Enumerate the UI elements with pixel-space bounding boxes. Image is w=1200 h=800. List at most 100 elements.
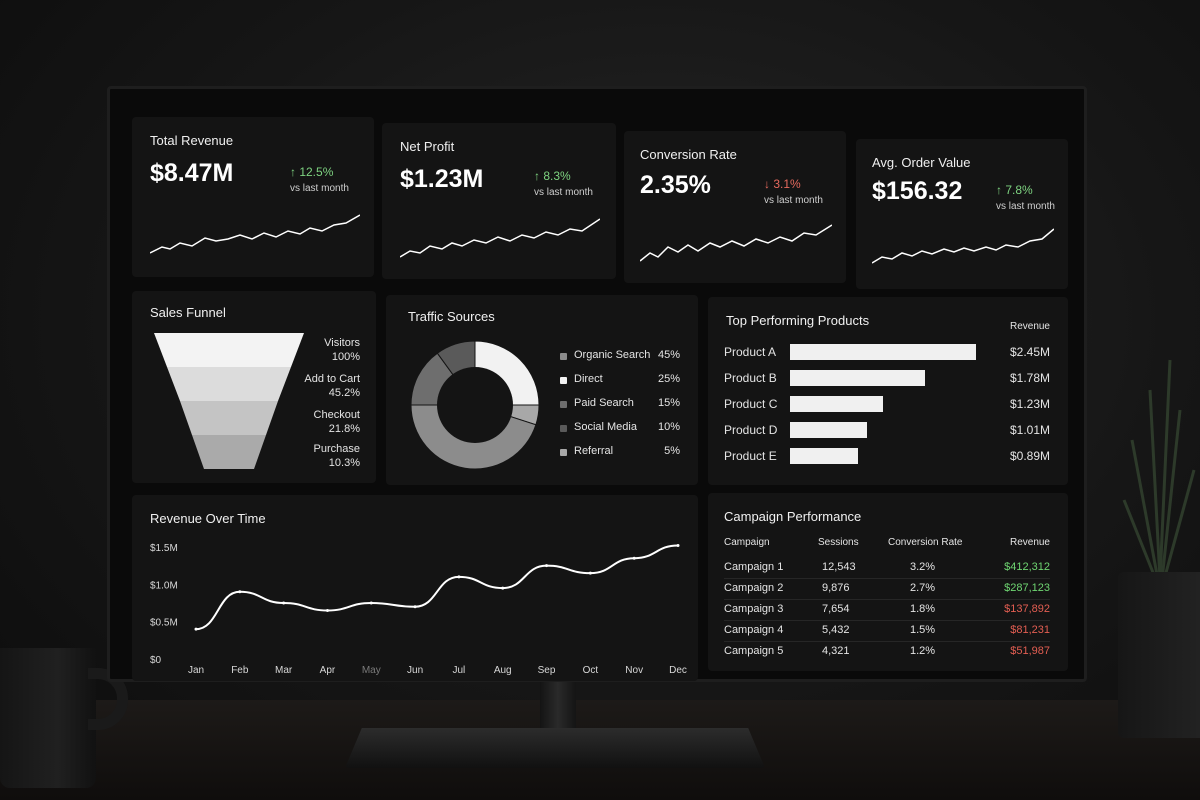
kpi-change: ↑ 8.3% xyxy=(534,169,571,183)
x-tick-label: Jun xyxy=(407,665,423,676)
product-revenue-bar[interactable] xyxy=(790,422,867,438)
table-header-conversion-rate[interactable]: Conversion Rate xyxy=(888,537,963,548)
campaign-conversion-rate: 1.2% xyxy=(910,645,936,657)
kpi-value: $1.23M xyxy=(400,165,484,193)
funnel-value-purchase: 10.3% xyxy=(328,457,360,469)
revenue-data-point[interactable] xyxy=(545,564,549,568)
legend-swatch xyxy=(560,425,567,432)
product-revenue-bar[interactable] xyxy=(790,370,925,386)
x-tick-label: Feb xyxy=(231,665,249,676)
revenue-data-point[interactable] xyxy=(676,544,680,548)
x-tick-label: Aug xyxy=(494,665,512,676)
funnel-value-visitors: 100% xyxy=(331,351,360,363)
legend-value: 25% xyxy=(657,373,680,385)
funnel-label-purchase: Purchase xyxy=(313,443,360,455)
legend-label: Referral xyxy=(574,445,614,457)
product-revenue-value: $0.89M xyxy=(1009,449,1050,463)
legend-label: Social Media xyxy=(574,421,637,433)
coffee-mug xyxy=(0,648,96,788)
x-tick-label: Mar xyxy=(275,665,293,676)
funnel-stage-checkout xyxy=(180,401,278,435)
product-revenue-bar[interactable] xyxy=(790,448,858,464)
kpi-card-conversion-rate[interactable]: Conversion Rate 2.35% ↓ 3.1% vs last mon… xyxy=(624,131,846,283)
funnel-stage-add-to-cart xyxy=(167,367,291,401)
table-row[interactable]: Campaign 4 5,432 1.5% $81,231 xyxy=(708,622,1068,642)
revenue-data-point[interactable] xyxy=(238,590,242,594)
campaign-name: Campaign 1 xyxy=(724,561,784,573)
campaign-conversion-rate: 2.7% xyxy=(910,582,936,594)
table-header-revenue[interactable]: Revenue xyxy=(1009,537,1050,548)
campaign-name: Campaign 4 xyxy=(724,624,784,636)
revenue-data-point[interactable] xyxy=(632,556,636,560)
legend-label: Paid Search xyxy=(574,397,634,409)
campaign-sessions: 4,321 xyxy=(822,645,850,657)
legend-value: 10% xyxy=(657,421,680,433)
kpi-title: Avg. Order Value xyxy=(872,155,971,170)
revenue-line-chart: $1.5M $1.0M $0.5M $0 Jan Feb Mar Apr May Jun Jul Au… xyxy=(150,543,687,676)
product-revenue-bar[interactable] xyxy=(790,344,976,360)
kpi-change: ↑ 12.5% xyxy=(290,165,334,179)
product-revenue-value: $1.78M xyxy=(1009,371,1050,385)
product-revenue-value: $1.23M xyxy=(1009,397,1050,411)
revenue-data-point[interactable] xyxy=(501,586,505,590)
funnel-stage-visitors xyxy=(154,333,304,367)
funnel-graphic xyxy=(154,333,304,469)
campaign-conversion-rate: 1.8% xyxy=(910,603,936,615)
revenue-data-point[interactable] xyxy=(588,571,592,575)
card-title: Traffic Sources xyxy=(408,309,495,324)
card-title: Campaign Performance xyxy=(724,509,862,524)
revenue-data-point[interactable] xyxy=(369,601,373,605)
x-tick-label: Jan xyxy=(188,665,204,676)
row-divider xyxy=(724,599,1050,600)
monitor-stand-base xyxy=(345,728,765,768)
table-row[interactable]: Campaign 5 4,321 1.2% $51,987 xyxy=(708,643,1068,663)
kpi-card-total-revenue[interactable]: Total Revenue $8.47M ↑ 12.5% vs last mon… xyxy=(132,117,374,277)
plant-leaves xyxy=(1122,359,1196,580)
kpi-card-net-profit[interactable]: Net Profit $1.23M ↑ 8.3% vs last month xyxy=(382,123,616,279)
revenue-data-point[interactable] xyxy=(457,575,461,579)
table-row[interactable]: Campaign 2 9,876 2.7% $287,123 xyxy=(708,580,1068,600)
kpi-sparkline xyxy=(640,224,832,262)
products-revenue-header: Revenue xyxy=(1009,321,1050,332)
x-tick-label: May xyxy=(362,665,381,676)
campaign-conversion-rate: 1.5% xyxy=(910,624,936,636)
table-row[interactable]: Campaign 1 12,543 3.2% $412,312 xyxy=(708,559,1068,579)
kpi-value: $8.47M xyxy=(150,159,234,187)
product-revenue-value: $2.45M xyxy=(1009,345,1050,359)
kpi-title: Net Profit xyxy=(400,139,455,154)
kpi-title: Total Revenue xyxy=(150,133,234,148)
table-header-campaign[interactable]: Campaign xyxy=(724,537,770,548)
y-tick-label: $1.5M xyxy=(150,543,178,554)
kpi-value: $156.32 xyxy=(872,177,963,205)
revenue-data-point[interactable] xyxy=(194,627,198,631)
revenue-data-point[interactable] xyxy=(325,608,329,612)
campaign-name: Campaign 2 xyxy=(724,582,784,594)
campaign-name: Campaign 3 xyxy=(724,603,784,615)
plant-pot xyxy=(1118,572,1200,738)
kpi-change-caption: vs last month xyxy=(996,201,1055,212)
product-name: Product E xyxy=(724,449,777,463)
kpi-value: 2.35% xyxy=(640,171,711,199)
revenue-data-point[interactable] xyxy=(282,601,286,605)
revenue-data-point[interactable] xyxy=(413,605,417,609)
campaign-name: Campaign 5 xyxy=(724,645,784,657)
campaign-revenue: $81,231 xyxy=(1010,624,1050,636)
x-tick-label: Jul xyxy=(453,665,466,676)
kpi-sparkline xyxy=(400,218,600,258)
kpi-title: Conversion Rate xyxy=(640,147,737,162)
campaign-sessions: 5,432 xyxy=(822,624,850,636)
card-title: Revenue Over Time xyxy=(150,511,266,526)
table-header-sessions[interactable]: Sessions xyxy=(818,537,859,548)
campaign-performance-card: Campaign Performance Campaign Sessions C… xyxy=(708,493,1068,671)
product-name: Product D xyxy=(724,423,778,437)
legend-swatch xyxy=(560,353,567,360)
funnel-value-add-to-cart: 45.2% xyxy=(328,387,360,399)
funnel-label-checkout: Checkout xyxy=(313,409,360,421)
legend-label: Direct xyxy=(574,373,603,385)
campaign-conversion-rate: 3.2% xyxy=(910,561,936,573)
kpi-change-caption: vs last month xyxy=(290,183,349,194)
kpi-card-avg-order-value[interactable]: Avg. Order Value $156.32 ↑ 7.8% vs last … xyxy=(856,139,1068,289)
product-revenue-bar[interactable] xyxy=(790,396,883,412)
table-row[interactable]: Campaign 3 7,654 1.8% $137,892 xyxy=(708,601,1068,621)
kpi-change: ↑ 7.8% xyxy=(996,183,1033,197)
